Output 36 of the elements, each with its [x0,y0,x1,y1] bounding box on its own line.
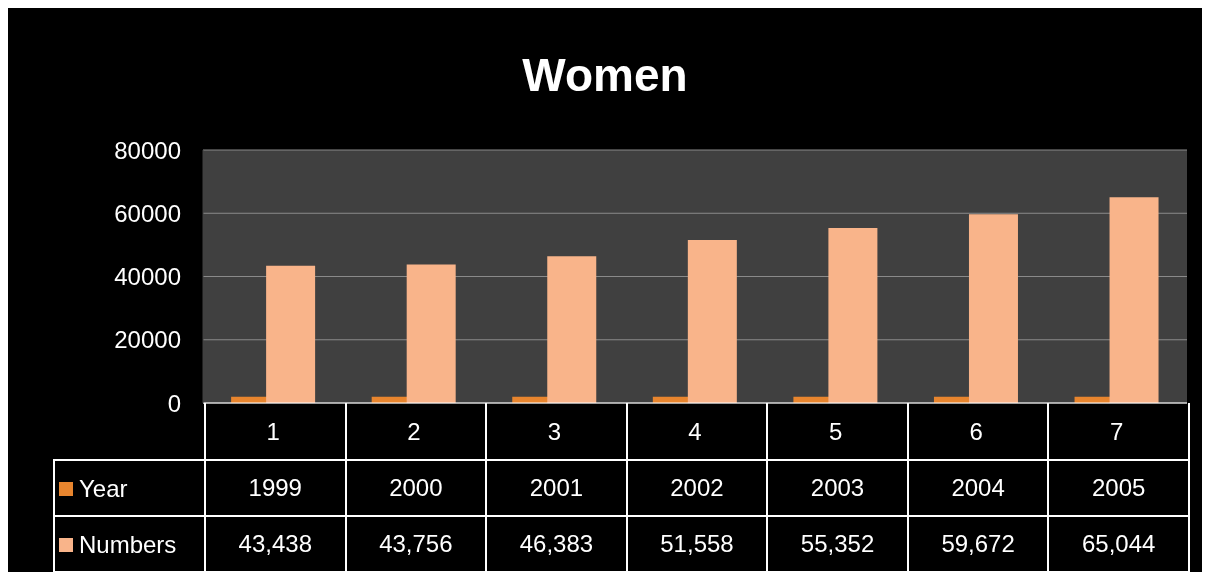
y-tick-label: 40000 [114,263,181,291]
legend-label: Numbers [79,530,177,559]
x-tick-label: 7 [1110,418,1124,446]
data-label: 51,558 [626,516,768,572]
data-label: 2005 [1048,460,1189,516]
bar [828,227,878,403]
legend-label: Year [79,474,128,503]
x-tick-label: 6 [969,418,983,446]
data-label: 65,044 [1048,516,1189,572]
y-tick-label: 80000 [114,136,181,164]
bar [266,265,316,403]
data-label: 43,438 [205,516,346,572]
data-label: 46,383 [486,516,627,572]
y-tick-label: 60000 [114,199,181,227]
bar [968,214,1018,403]
data-label: 2003 [767,460,908,516]
y-tick-label: 0 [167,389,181,417]
y-tick-label: 20000 [114,326,181,354]
x-tick-label: 3 [547,418,562,446]
data-label: 2004 [907,460,1049,516]
x-tick-label: 4 [688,418,702,446]
bar [406,264,456,403]
data-label: 43,756 [345,516,487,572]
bar [1109,197,1159,403]
bar [687,239,737,403]
chart-title: Women [521,48,689,102]
x-tick-label: 5 [828,418,843,446]
x-tick-label: 1 [266,418,280,446]
data-label: 2000 [345,460,487,516]
data-label: 59,672 [907,516,1049,572]
data-label: 1999 [205,460,346,516]
data-label: 55,352 [767,516,908,572]
data-label: 2001 [486,460,627,516]
data-label: 2002 [626,460,768,516]
x-tick-label: 2 [407,418,421,446]
bar [547,256,597,403]
